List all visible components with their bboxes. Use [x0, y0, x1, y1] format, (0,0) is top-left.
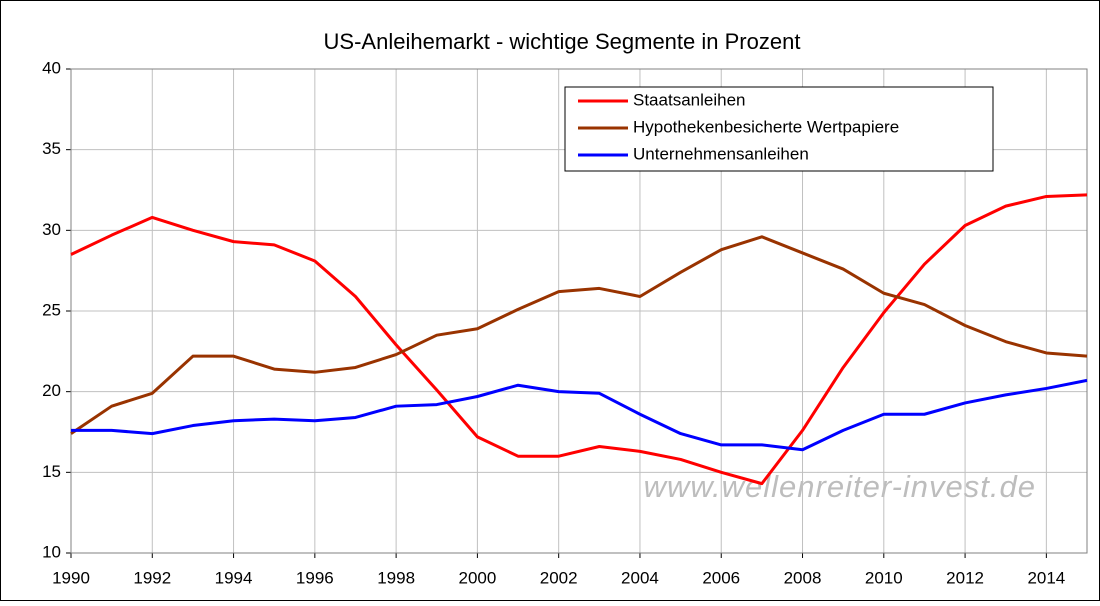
watermark: www.wellenreiter-invest.de	[644, 469, 1036, 504]
y-tick-label: 25	[42, 300, 61, 319]
series-line	[71, 378, 1088, 452]
x-tick-label: 2014	[1027, 568, 1065, 587]
x-tick-label: 2010	[865, 568, 903, 587]
x-tick-label: 2002	[540, 568, 578, 587]
x-tick-label: 2008	[784, 568, 822, 587]
series-line	[70, 193, 1088, 486]
y-tick-label: 40	[42, 58, 61, 77]
x-tick-label: 1990	[52, 568, 90, 587]
legend-label: Staatsanleihen	[633, 90, 745, 109]
legend-box	[564, 86, 994, 172]
y-tick-label: 35	[42, 139, 61, 158]
chart-title: US-Anleihemarkt - wichtige Segmente in P…	[324, 29, 801, 54]
x-tick-label: 2012	[946, 568, 984, 587]
y-tick-label: 10	[42, 542, 61, 561]
legend-label: Unternehmensanleihen	[633, 144, 809, 163]
y-tick-label: 20	[42, 381, 61, 400]
y-tick-label: 30	[42, 220, 61, 239]
x-tick-label: 2004	[621, 568, 659, 587]
x-tick-label: 1994	[215, 568, 253, 587]
x-tick-label: 1998	[377, 568, 415, 587]
x-tick-label: 1996	[296, 568, 334, 587]
x-tick-label: 2006	[702, 568, 740, 587]
legend-label: Hypothekenbesicherte Wertpapiere	[633, 117, 899, 136]
y-tick-label: 15	[42, 462, 61, 481]
plot-frame	[70, 68, 1088, 554]
x-tick-label: 1992	[133, 568, 171, 587]
x-tick-label: 2000	[458, 568, 496, 587]
series-line	[70, 235, 1088, 435]
